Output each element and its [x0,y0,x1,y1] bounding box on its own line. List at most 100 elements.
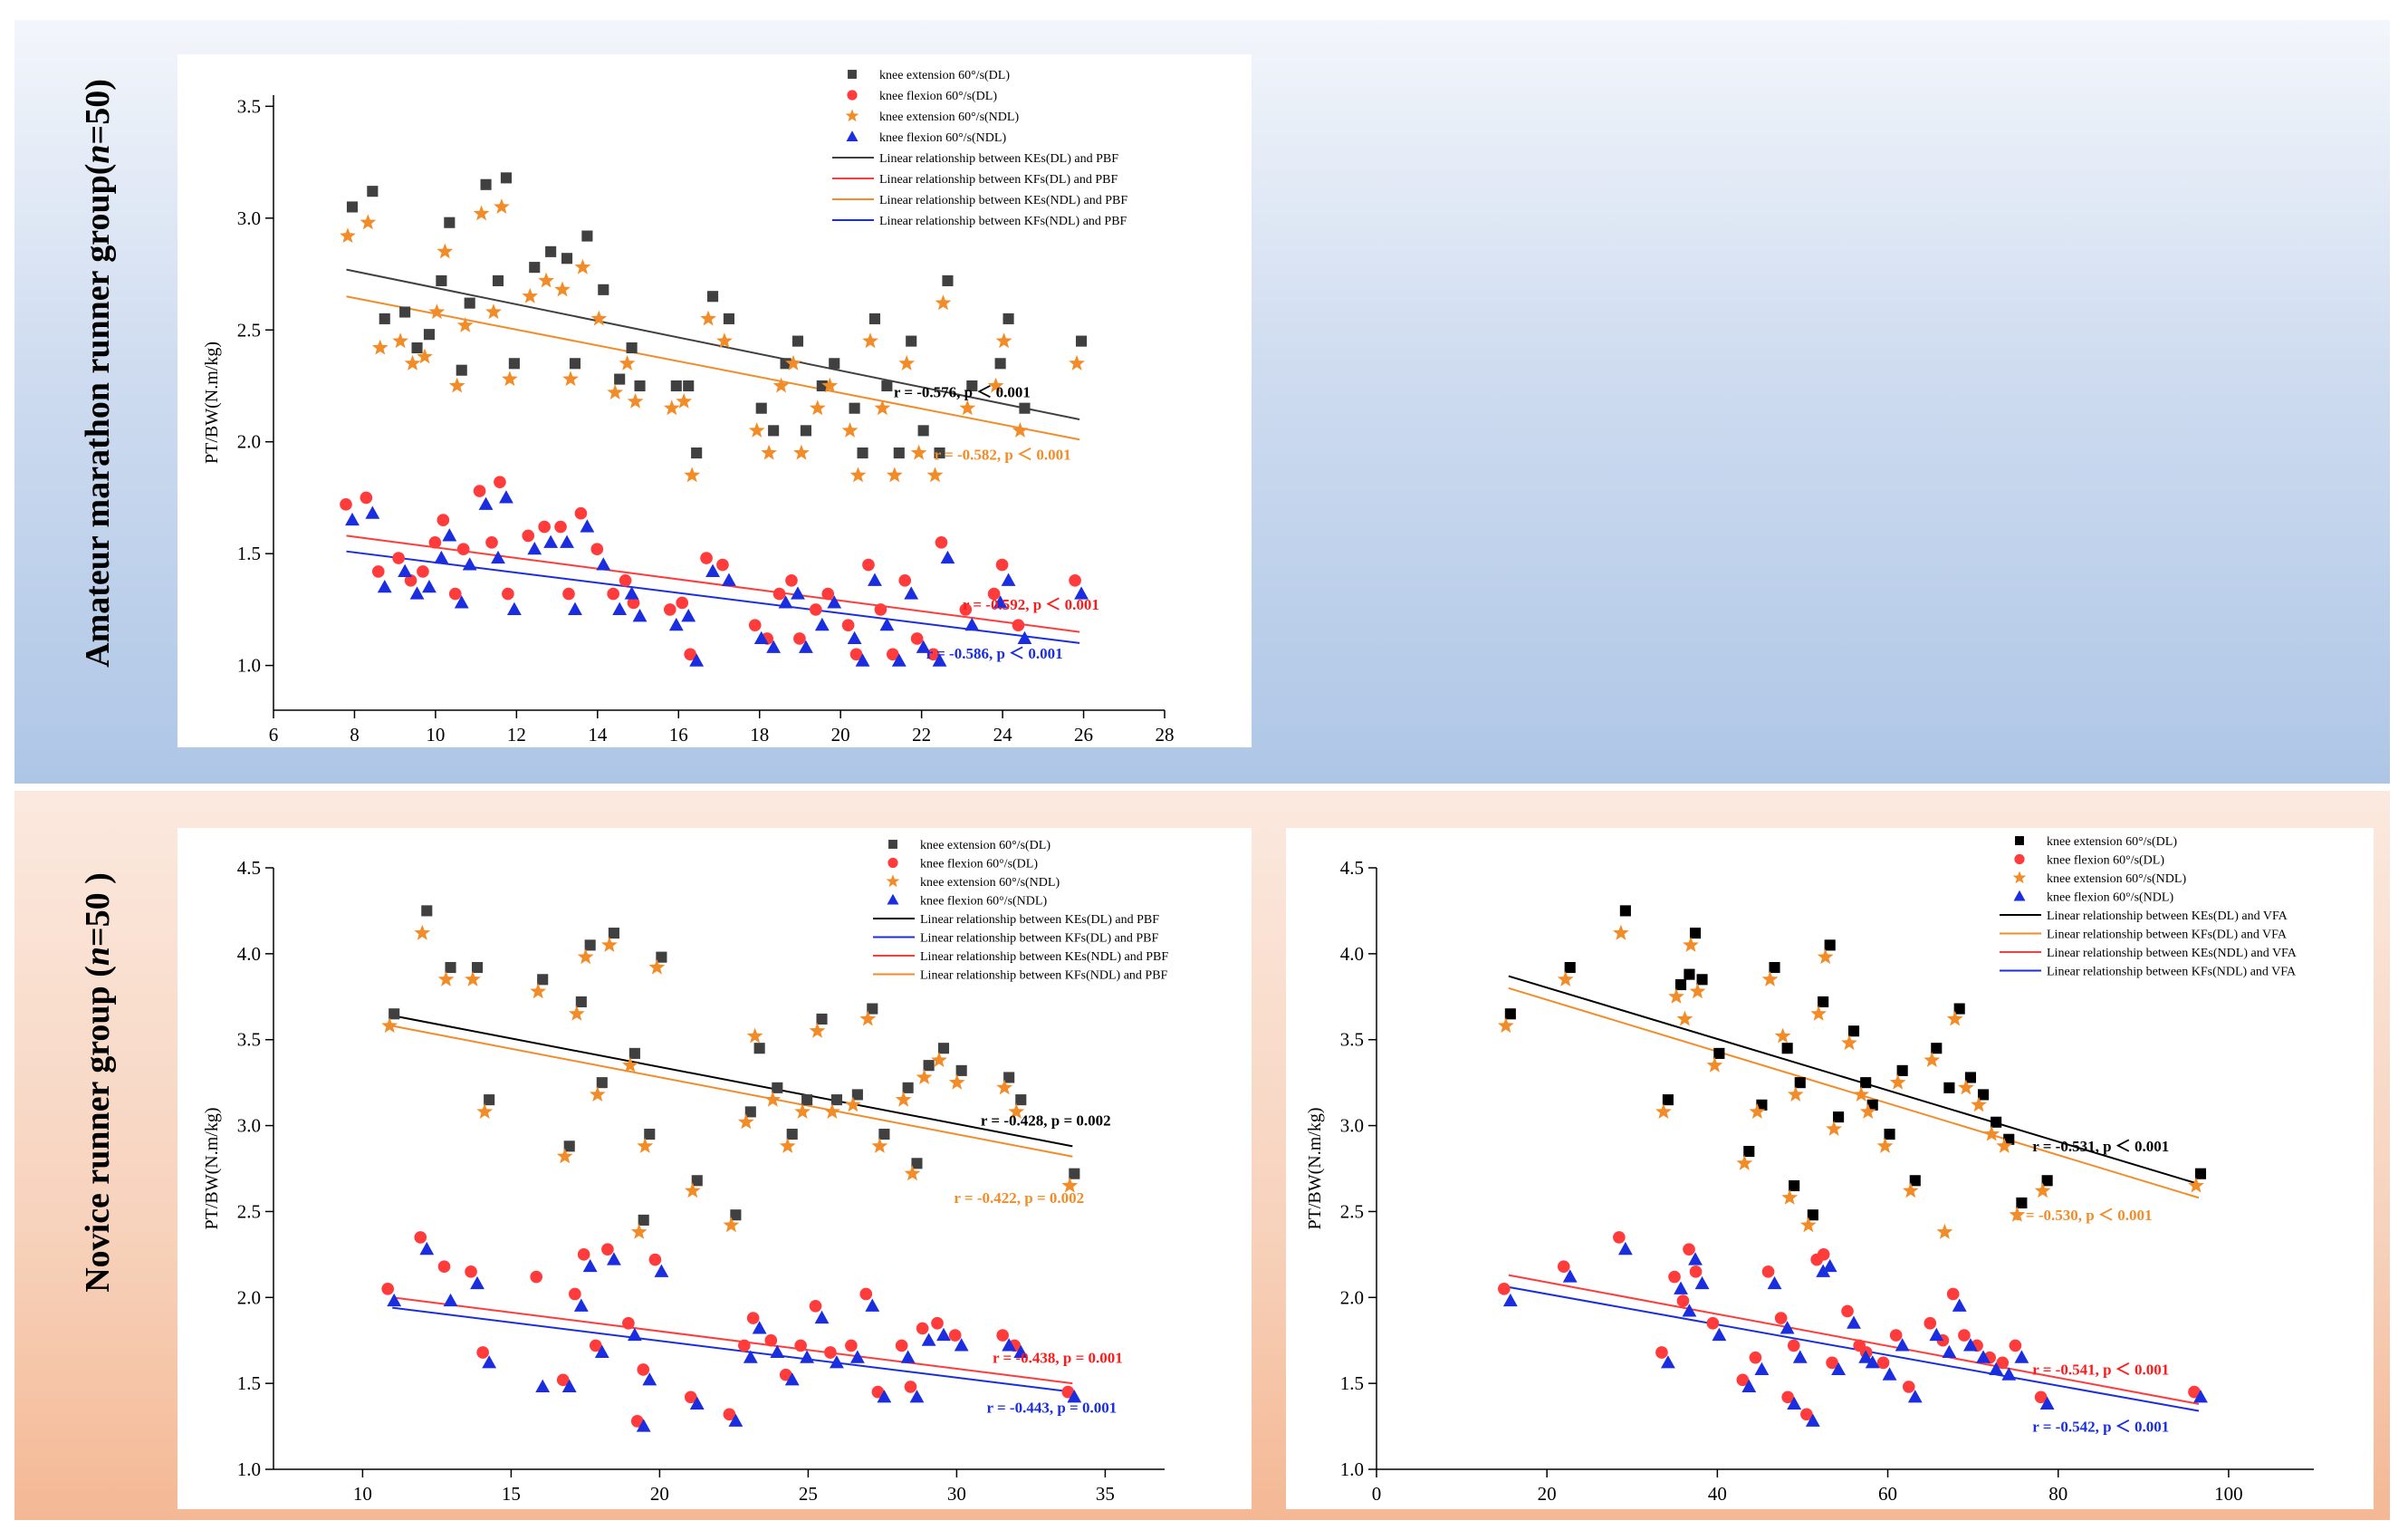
chart-panel-novice-vfa: 0 20 40 60 80 100 1.0 1.5 2.0 2.5 3.0 3.5 4.0 4.5 VFA(… [1286,828,2374,1524]
legend-label: Linear relationship between KEs(DL) and … [2047,909,2288,923]
legend-label: knee flexion 60°/s(DL) [879,90,997,103]
data-point [1822,1258,1837,1273]
data-point [1736,1373,1750,1387]
data-point [764,1333,778,1347]
data-point [794,1103,811,1119]
data-point [916,640,931,653]
data-point [716,332,733,349]
data-point [1674,1281,1688,1294]
legend-label: knee flexion 60°/s(NDL) [920,895,1047,909]
data-point [855,653,870,667]
x-tick-label: 15 [502,1483,521,1505]
data-point [948,1073,965,1090]
data-point [847,630,862,645]
data-point [1810,1005,1827,1021]
data-point [421,905,433,917]
data-point [1655,1103,1672,1119]
data-point [821,587,835,601]
data-point [748,619,762,631]
data-point [563,1140,575,1152]
legend-marker [2012,871,2027,884]
data-point [1613,1231,1626,1244]
data-point [628,1047,640,1059]
data-point [627,1327,642,1342]
y-tick-label: 2.5 [237,319,261,341]
data-point [772,377,790,393]
legend-label: Linear relationship between KFs(DL) and … [879,173,1118,187]
data-point [1003,313,1014,324]
series-square [389,905,1080,1226]
legend: knee extension 60°/s(DL) knee flexion 60°… [2000,835,2298,979]
data-point [845,1096,861,1112]
data-point [753,630,769,645]
data-point [2039,1396,2055,1410]
fit-line [346,534,1080,633]
data-point [476,1346,489,1359]
legend-marker [887,857,898,869]
data-point [691,1175,703,1187]
data-point [1884,1129,1895,1140]
data-point [500,172,512,184]
data-point [849,648,863,661]
data-point [575,996,587,1008]
data-point [626,342,638,354]
data-point [594,1344,609,1359]
fit-line [392,1025,1073,1158]
x-tick-label: 20 [650,1483,669,1505]
data-point [1781,1188,1799,1205]
x-tick-label: 35 [1096,1483,1115,1505]
y-axis-title: PT/BW(N.m/kg) [202,1108,222,1230]
correlation-label: r = -0.592, p ＜ 0.001 [963,596,1099,613]
data-point [1787,1396,1802,1410]
data-point [638,1214,649,1226]
data-point [387,1293,402,1307]
series-circle [1498,1231,2201,1421]
x-tick-label: 25 [799,1483,818,1505]
data-point [1557,1260,1570,1273]
x-tick-label: 16 [669,724,688,746]
data-point [683,380,695,392]
data-point [1688,1252,1703,1265]
data-point [554,520,567,534]
fit-line [1508,1285,2200,1412]
data-point [752,1321,767,1334]
y-tick-label: 2.0 [237,1286,261,1308]
data-point [857,447,868,459]
data-point [1562,1269,1578,1283]
data-point [648,1253,662,1266]
legend-label: Linear relationship between KEs(NDL) and… [879,194,1127,207]
data-point [809,1022,826,1038]
data-point [648,958,666,975]
x-tick-label: 28 [1156,724,1175,746]
data-point [502,587,514,601]
data-point [900,1350,916,1363]
data-point [902,1082,914,1093]
data-point [849,467,867,483]
data-point [879,617,895,631]
data-point [824,1346,837,1359]
data-point [1831,1362,1847,1376]
data-point [1061,1385,1075,1399]
data-point [761,444,777,460]
data-point [556,1373,570,1387]
y-tick-label: 1.0 [237,655,261,677]
data-point [419,1241,435,1256]
data-point [865,1298,880,1312]
row-label-amateur: Amateur marathon runner group(n=50) [79,79,117,668]
data-point [881,380,893,392]
data-point [527,541,542,555]
data-point [404,354,421,370]
data-point [577,1248,590,1261]
data-point [784,1372,800,1386]
data-point [448,587,462,601]
data-point [399,306,411,318]
data-point [630,1415,644,1428]
data-point [1682,1304,1697,1317]
data-point [360,214,377,230]
data-point [1858,1350,1874,1363]
data-point [1736,1155,1753,1170]
data-point [755,402,767,414]
data-point [1789,1179,1800,1192]
data-point [494,198,510,214]
data-point [1002,1338,1017,1352]
